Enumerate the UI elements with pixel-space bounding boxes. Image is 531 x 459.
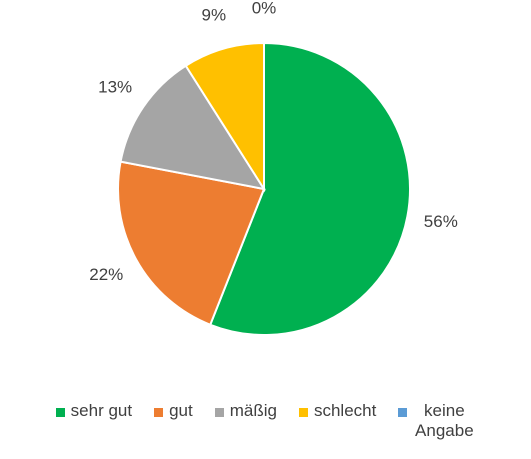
chart: 56% 22% 13% 9% 0% [89, 0, 458, 336]
legend-label: keine Angabe [415, 401, 474, 440]
pie-slice [208, 41, 411, 336]
legend-item: mäßig [214, 401, 277, 421]
legend-swatch [154, 408, 164, 417]
legend-label: gut [169, 401, 193, 420]
legend-swatch [214, 408, 224, 417]
legend-label: sehr gut [70, 401, 133, 420]
legend-label: schlecht [313, 401, 377, 420]
legend-item: keine Angabe [398, 401, 475, 441]
data-label: 9% [201, 6, 226, 25]
legend-item: schlecht [298, 401, 377, 421]
legend-swatch [298, 408, 308, 417]
pie-slice [117, 160, 266, 327]
legend-label: mäßig [229, 401, 277, 420]
legend-swatch [398, 408, 408, 417]
legend-item: gut [154, 401, 193, 421]
legend: sehr gut gut mäßig schlecht keine Angabe [0, 401, 531, 441]
legend-item: sehr gut [55, 401, 133, 421]
data-label: 13% [98, 77, 132, 96]
legend-swatch [55, 408, 65, 417]
pie-slice [184, 41, 265, 193]
data-label: 56% [424, 212, 458, 231]
pie-slice [119, 64, 267, 191]
data-label: 22% [89, 265, 123, 284]
data-label: 0% [252, 0, 277, 17]
